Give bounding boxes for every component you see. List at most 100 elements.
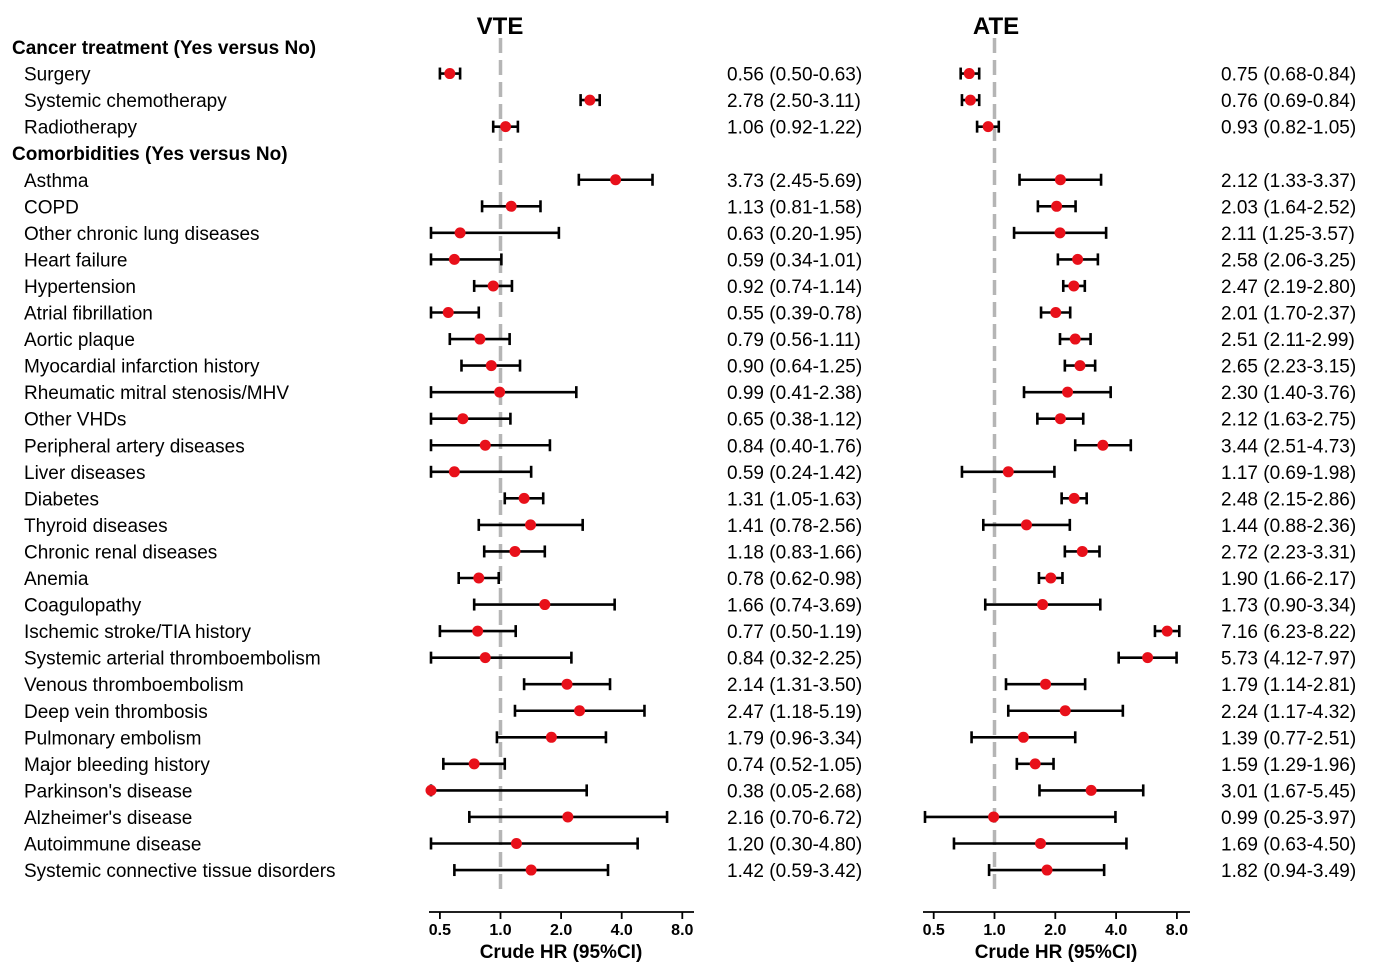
hr-point-ate [964,94,976,106]
hr-text-ate: 2.12 (1.63-2.75) [1221,410,1356,431]
hr-text-vte: 0.65 (0.38-1.12) [727,410,862,431]
hr-text-vte: 1.06 (0.92-1.22) [727,118,862,139]
hr-text-vte: 0.84 (0.40-1.76) [727,436,862,457]
hr-text-ate: 0.99 (0.25-3.97) [1221,808,1356,829]
hr-point-ate [1041,864,1053,876]
hr-point-ate [1072,253,1084,265]
hr-text-ate: 2.72 (2.23-3.31) [1221,542,1356,563]
row-label: Diabetes [24,489,99,510]
row-label: Coagulopathy [24,596,142,617]
hr-point-vte [454,227,466,239]
hr-point-ate [1062,386,1074,398]
row-label: Asthma [24,171,89,192]
row-label: Ischemic stroke/TIA history [24,622,252,643]
hr-text-vte: 0.92 (0.74-1.14) [727,277,862,298]
hr-text-vte: 0.74 (0.52-1.05) [727,755,862,776]
hr-text-ate: 5.73 (4.12-7.97) [1221,649,1356,670]
hr-point-ate [1050,307,1062,318]
hr-text-ate: 0.76 (0.69-0.84) [1221,91,1356,112]
hr-text-vte: 0.59 (0.34-1.01) [727,250,862,271]
row-label: Alzheimer's disease [24,808,192,829]
hr-point-vte [539,599,551,611]
hr-text-vte: 0.84 (0.32-2.25) [727,649,862,670]
section-label: Cancer treatment (Yes versus No) [12,38,316,59]
row-label: Hypertension [24,277,136,298]
hr-point-vte [500,121,512,133]
hr-point-ate [1069,333,1081,345]
row-label: Venous thromboembolism [24,675,244,696]
hr-point-ate [1054,174,1066,186]
row-label: Anemia [24,569,89,590]
panel-title-vte: VTE [477,13,524,40]
row-label: Liver diseases [24,463,145,484]
x-axis-title-ate: Crude HR (95%CI) [975,942,1138,963]
hr-point-vte [518,492,530,504]
hr-point-vte [610,174,622,186]
hr-text-ate: 1.69 (0.63-4.50) [1221,835,1356,856]
row-label: Systemic connective tissue disorders [24,861,336,882]
hr-point-vte [425,784,437,796]
hr-point-ate [1045,572,1057,584]
hr-point-vte [448,253,460,265]
row-label: Heart failure [24,250,128,271]
x-tick-label-ate: 0.5 [923,922,945,939]
hr-point-ate [1142,652,1154,664]
hr-point-vte [468,758,480,770]
hr-point-vte [479,652,491,664]
hr-point-ate [988,811,1000,823]
x-tick-label-vte: 2.0 [550,922,572,939]
hr-text-vte: 1.20 (0.30-4.80) [727,835,862,856]
hr-text-ate: 2.48 (2.15-2.86) [1221,489,1356,510]
hr-text-ate: 3.01 (1.67-5.45) [1221,781,1356,802]
row-label: Autoimmune disease [24,835,201,856]
hr-point-vte [479,439,491,451]
hr-text-vte: 0.55 (0.39-0.78) [727,304,862,325]
hr-text-ate: 1.44 (0.88-2.36) [1221,516,1356,537]
x-tick-label-vte: 8.0 [671,922,693,939]
hr-point-ate [1020,519,1032,531]
hr-point-ate [1054,227,1066,239]
hr-text-vte: 0.99 (0.41-2.38) [727,383,862,404]
hr-point-vte [472,625,484,637]
hr-point-vte [561,678,573,690]
hr-text-vte: 0.90 (0.64-1.25) [727,357,862,378]
hr-point-vte [584,94,596,106]
hr-point-ate [1085,784,1097,796]
hr-text-vte: 1.18 (0.83-1.66) [727,542,862,563]
row-label: Myocardial infarction history [24,357,260,378]
x-tick-label-ate: 1.0 [983,922,1005,939]
row-label: Surgery [24,65,91,86]
hr-point-ate [1037,599,1049,611]
row-label: Pulmonary embolism [24,728,201,749]
hr-text-vte: 2.47 (1.18-5.19) [727,702,862,723]
hr-text-ate: 1.73 (0.90-3.34) [1221,596,1356,617]
hr-text-vte: 0.38 (0.05-2.68) [727,781,862,802]
x-axis-title-vte: Crude HR (95%CI) [480,942,643,963]
hr-text-vte: 0.59 (0.24-1.42) [727,463,862,484]
hr-text-vte: 2.78 (2.50-3.11) [727,91,861,112]
row-label: Radiotherapy [24,118,138,139]
x-tick-label-vte: 0.5 [429,922,451,939]
hr-text-vte: 1.13 (0.81-1.58) [727,197,862,218]
hr-text-ate: 2.24 (1.17-4.32) [1221,702,1356,723]
hr-point-vte [510,838,522,849]
hr-text-vte: 1.66 (0.74-3.69) [727,596,862,617]
x-tick-label-ate: 8.0 [1166,922,1188,939]
section-label: Comorbidities (Yes versus No) [12,144,288,165]
row-label: Other chronic lung diseases [24,224,260,245]
hr-point-vte [494,386,506,398]
row-label: Major bleeding history [24,755,210,776]
row-label: Parkinson's disease [24,781,192,802]
hr-point-vte [457,413,469,425]
hr-text-vte: 2.14 (1.31-3.50) [727,675,862,696]
hr-text-ate: 0.93 (0.82-1.05) [1221,118,1356,139]
hr-text-ate: 2.58 (2.06-3.25) [1221,250,1356,271]
hr-text-ate: 2.12 (1.33-3.37) [1221,171,1356,192]
x-tick-label-ate: 4.0 [1105,922,1127,939]
hr-point-ate [1059,705,1071,717]
hr-point-ate [1068,492,1080,504]
hr-point-vte [562,811,574,823]
hr-point-ate [1017,731,1029,743]
row-label: Thyroid diseases [24,516,168,537]
